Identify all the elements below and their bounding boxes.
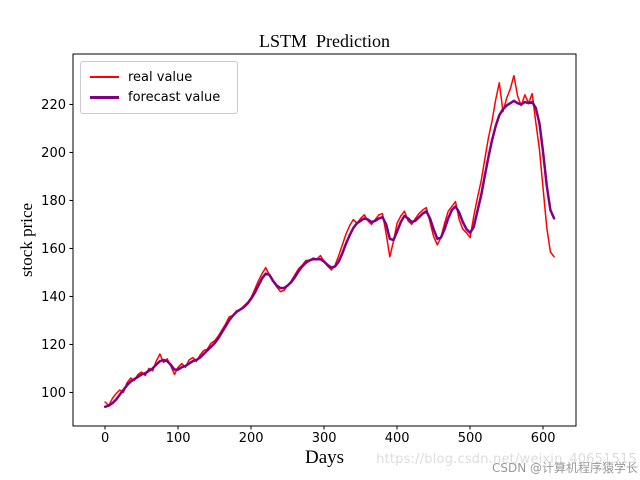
- y-tick-label: 180: [41, 194, 66, 209]
- x-tick-label: 400: [385, 431, 410, 446]
- legend-label-forecast: forecast value: [128, 89, 221, 105]
- legend: real value forecast value: [80, 61, 238, 114]
- forecast-value-line-swatch: [90, 95, 119, 99]
- y-axis-label: stock price: [17, 202, 36, 278]
- x-tick-label: 0: [101, 431, 109, 446]
- y-tick-label: 200: [41, 146, 66, 161]
- forecast-value-line: [103, 99, 556, 409]
- watermark-credit: CSDN @计算机程序猿学长: [491, 461, 638, 475]
- legend-label-real: real value: [128, 69, 193, 85]
- chart-title: LSTM Prediction: [259, 31, 390, 51]
- y-tick-label: 120: [41, 338, 66, 353]
- legend-entry-forecast: forecast value: [90, 87, 227, 107]
- x-axis-label: Days: [304, 447, 345, 468]
- x-tick-label: 600: [531, 431, 556, 446]
- x-tick-label: 300: [312, 431, 337, 446]
- watermark-url: https://blog.csdn.net/weixin_40651515: [376, 452, 637, 467]
- axes-frame: [72, 53, 577, 427]
- y-tick-label: 100: [41, 386, 66, 401]
- legend-entry-real: real value: [90, 67, 227, 87]
- x-tick-label: 100: [166, 431, 191, 446]
- y-tick-label: 160: [41, 242, 66, 257]
- real-value-line: [104, 74, 555, 407]
- real-value-line-swatch: [90, 76, 119, 78]
- y-tick-label: 140: [41, 290, 66, 305]
- y-tick-label: 220: [41, 98, 66, 113]
- x-tick-label: 200: [239, 431, 264, 446]
- x-tick-label: 500: [458, 431, 483, 446]
